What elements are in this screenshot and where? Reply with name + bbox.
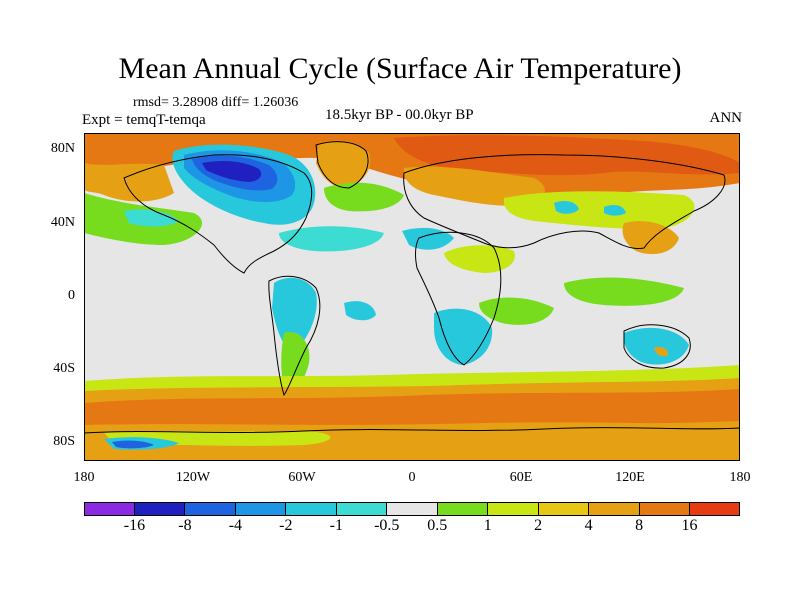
north-atlantic-green [324,182,404,212]
colorbar [84,502,740,516]
colorbar-swatch [589,502,640,516]
middle-east-green [444,245,515,273]
colorbar-swatch [437,502,489,516]
coastlines [84,141,740,434]
colorbar-label: -2 [279,517,293,534]
lon-label-60e: 60E [509,470,533,485]
map-frame [84,133,740,461]
colorbar-label: 8 [635,517,644,534]
colorbar-swatch [690,502,740,516]
central-asia-green [503,191,695,229]
colorbar-swatch [538,502,590,516]
temperature-difference-map [84,133,740,461]
lon-label-180e: 180 [729,470,751,485]
laurentide-cooling-center [202,161,262,182]
south-atlantic-cyan [344,301,376,321]
australia-orange [654,346,669,357]
lon-label-180w: 180 [73,470,95,485]
colorbar-label: -8 [178,517,192,534]
lat-label-40n: 40N [50,215,75,230]
lon-label-120w: 120W [175,470,211,485]
australia-cyan [623,327,689,365]
colorbar-swatch [286,502,337,516]
colorbar-label: -1 [329,517,343,534]
antarctic-blue [112,440,154,449]
colorbar-label: 16 [681,517,698,534]
coast-africa [415,231,502,366]
lon-label-120e: 120E [615,470,645,485]
lat-label-80s: 80S [53,434,75,449]
rmsd-diff-stats: rmsd= 3.28908 diff= 1.26036 [133,95,299,110]
colorbar-label: -16 [123,517,146,534]
colorbar-label: 4 [584,517,593,534]
central-asia-cyan-2 [604,205,626,216]
north-pacific-cyan [124,209,179,227]
colorbar-label: 1 [483,517,492,534]
colorbar-swatch [185,502,236,516]
lat-label-80n: 80N [50,141,75,156]
colorbar-label: 0.5 [427,517,448,534]
colorbar-swatch [84,502,135,516]
north-pacific-orange [84,163,174,202]
season-label: ANN [709,110,743,126]
lon-label-60w: 60W [288,470,316,485]
sahara-cyan [402,227,454,250]
greenland-orange [316,140,371,188]
southern-hot-band [84,389,740,427]
colorbar-label: -0.5 [374,517,400,534]
lat-label-40s: 40S [53,361,75,376]
coast-antarctica [84,427,740,434]
colorbar-swatch [488,502,539,516]
central-asia-cyan-1 [554,201,579,214]
figure-title: Mean Annual Cycle (Surface Air Temperatu… [118,52,682,85]
colorbar-swatch [387,502,438,516]
tibet-orange [622,221,679,255]
africa-cyan [434,308,493,365]
coast-south-america [268,275,321,397]
experiment-label: Expt = temqT-temqa [82,112,206,128]
indian-ocean-green [564,277,684,306]
colorbar-swatch [336,502,388,516]
lat-label-equator: 0 [68,288,75,303]
colorbar-swatch [134,502,186,516]
europe-orange [403,166,545,206]
coast-eurasia [403,154,726,250]
coast-greenland [315,141,369,189]
coast-australia [623,324,691,369]
colorbar-swatch [235,502,287,516]
coast-north-america [123,154,313,274]
colorbar-label: 2 [534,517,543,534]
subtropical-atlantic-cyan [279,226,384,252]
colorbar-label: -4 [228,517,243,534]
colorbar-swatch [639,502,691,516]
south-america-cyan [272,277,317,353]
period-label: 18.5kyr BP - 00.0kyr BP [325,107,474,123]
lon-label-0: 0 [408,470,416,485]
